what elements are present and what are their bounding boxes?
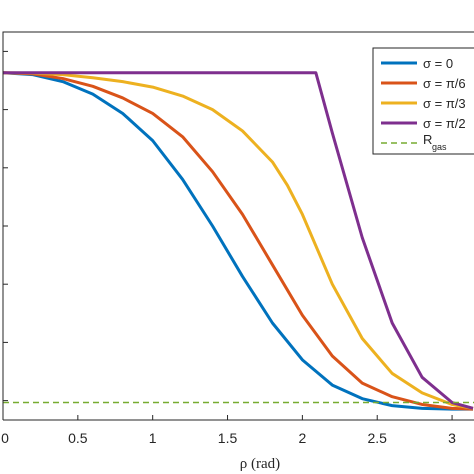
ticks-layer: 0 0.5 1 1.5 2 2.5 3 [1,50,456,446]
legend-label: σ = π/2 [423,116,466,131]
x-tick-label: 2 [298,430,306,446]
x-tick-label: 1.5 [218,430,238,446]
x-tick-label: 0.5 [68,430,88,446]
x-tick-label: 3 [448,430,456,446]
series-line-1 [2,71,474,411]
x-tick-label: 1 [149,430,157,446]
series-line-3 [3,71,474,410]
legend-label: σ = π/3 [423,96,466,111]
x-tick-label: 0 [1,430,9,446]
legend-label-subscript: gas [432,142,447,152]
legend-items: σ = 0 σ = π/6 σ = π/3 σ = π/2R gas [381,56,466,152]
legend: σ = 0 σ = π/6 σ = π/3 σ = π/2R gas [372,47,474,155]
legend-label: σ = π/6 [423,76,466,91]
legend-label: σ = 0 [423,56,453,71]
series-layer [2,71,474,411]
x-tick-label: 2.5 [367,430,387,446]
legend-label: R [423,132,432,147]
series-line-0 [2,71,474,411]
x-axis-label: ρ (rad) [240,456,280,472]
series-line-2 [2,71,474,410]
axes-box [2,31,474,421]
legend-box [372,47,474,155]
